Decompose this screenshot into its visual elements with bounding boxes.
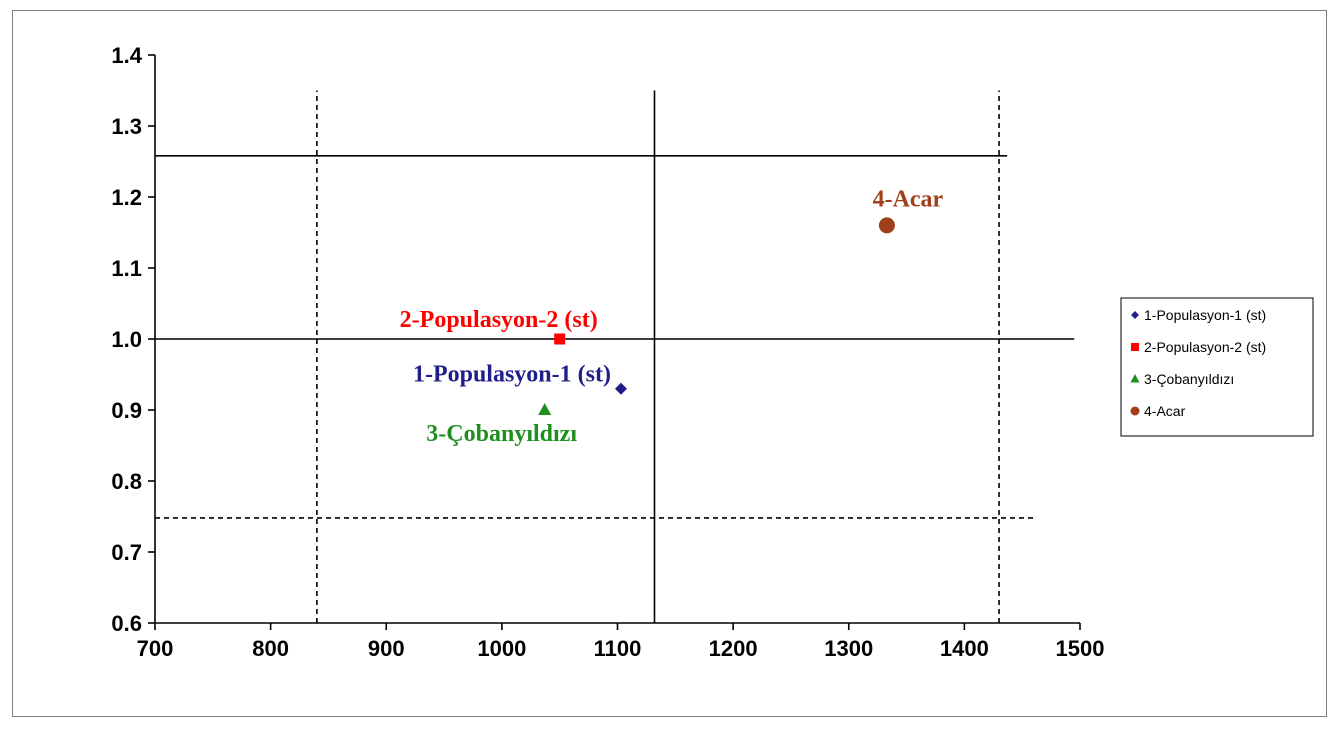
y-tick-label: 0.9	[111, 398, 142, 423]
y-tick-label: 1.2	[111, 185, 142, 210]
data-label-2: 2-Populasyon-2 (st)	[400, 307, 598, 333]
x-tick-label: 1100	[594, 636, 642, 661]
x-tick-label: 1400	[940, 636, 989, 661]
data-point-2	[554, 333, 566, 345]
x-tick-label: 1200	[709, 636, 758, 661]
x-tick-label: 900	[368, 636, 405, 661]
y-tick-label: 1.1	[111, 256, 142, 281]
data-point-1	[614, 382, 627, 395]
data-label-3: 3-Çobanyıldızı	[426, 421, 577, 447]
legend-box	[1120, 297, 1314, 437]
x-tick-label: 1300	[824, 636, 873, 661]
legend-marker-3	[1130, 374, 1140, 383]
data-point-3	[538, 403, 552, 415]
x-tick-label: 700	[137, 636, 174, 661]
data-label-4: 4-Acar	[873, 186, 944, 212]
x-axis-ticks: 700 800 900 1000 1100 1200 1300 1400 1500	[137, 623, 1105, 661]
y-tick-label: 0.8	[111, 469, 142, 494]
legend: 1-Populasyon-1 (st) 2-Populasyon-2 (st) 3-…	[1120, 297, 1314, 437]
y-axis-ticks: 0.6 0.7 0.8 0.9 1.0 1.1 1.2 1.3 1.4	[111, 43, 155, 636]
data-point-4	[878, 217, 895, 234]
data-label-1: 1-Populasyon-1 (st)	[413, 362, 611, 388]
x-tick-label: 1500	[1056, 636, 1105, 661]
data-labels: 1-Populasyon-1 (st) 2-Populasyon-2 (st) 3-…	[400, 186, 944, 447]
y-tick-label: 1.3	[111, 114, 142, 139]
y-tick-label: 1.0	[111, 327, 142, 352]
x-tick-label: 1000	[477, 636, 526, 661]
legend-entry-1: 1-Populasyon-1 (st)	[1144, 307, 1266, 323]
legend-entry-3: 3-Çobanyıldızı	[1144, 371, 1234, 387]
legend-marker-1	[1131, 311, 1139, 319]
y-tick-label: 0.7	[111, 540, 142, 565]
data-points	[538, 217, 895, 415]
x-tick-label: 800	[252, 636, 289, 661]
legend-entry-4: 4-Acar	[1144, 403, 1186, 419]
y-tick-label: 1.4	[111, 43, 142, 68]
y-tick-label: 0.6	[111, 611, 142, 636]
legend-entry-2: 2-Populasyon-2 (st)	[1144, 339, 1266, 355]
chart-frame	[12, 10, 1327, 717]
legend-marker-2	[1131, 343, 1139, 351]
legend-marker-4	[1130, 406, 1140, 416]
reference-lines	[155, 90, 1075, 623]
